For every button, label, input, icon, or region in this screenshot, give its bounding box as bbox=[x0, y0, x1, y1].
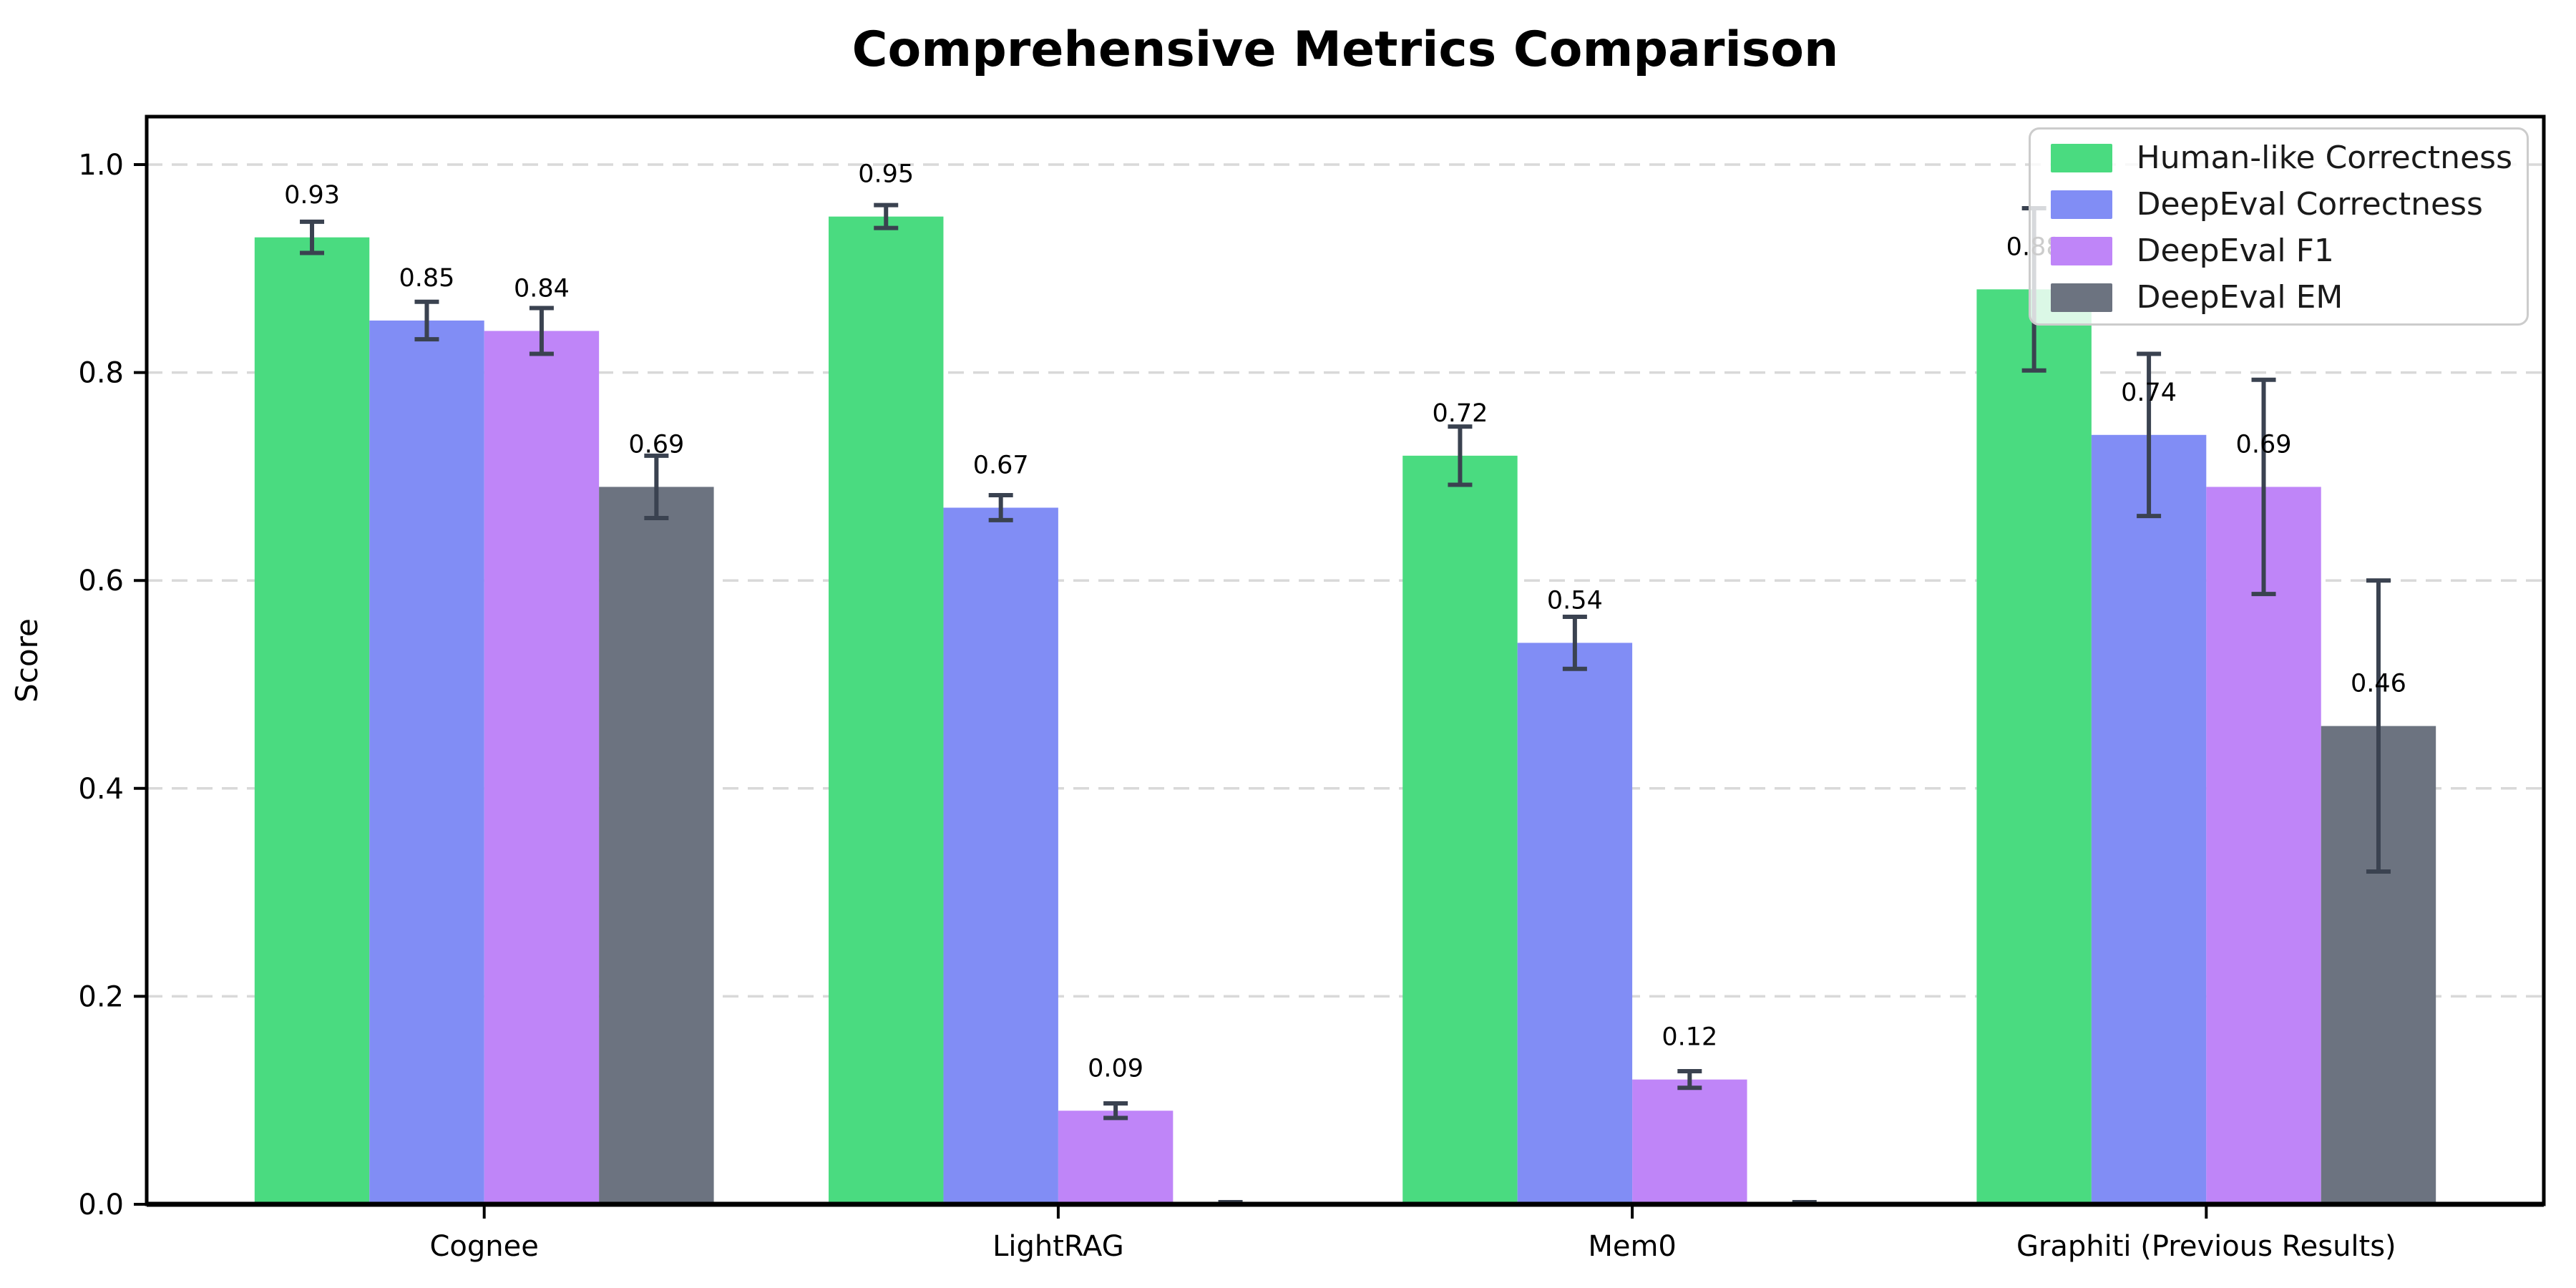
bar-human-like-correctness-graphiti-previous-results- bbox=[1976, 289, 2092, 1204]
y-tick-label: 0.6 bbox=[78, 565, 124, 597]
bar-value-label: 0.84 bbox=[514, 275, 570, 303]
bar-deepeval-f1-cognee bbox=[484, 331, 600, 1205]
legend: Human-like Correctness DeepEval Correctn… bbox=[2028, 127, 2529, 326]
bar-deepeval-f1-mem0 bbox=[1632, 1079, 1747, 1204]
bar-value-label: 0.69 bbox=[2236, 430, 2292, 459]
x-tick-label: LightRAG bbox=[992, 1230, 1124, 1263]
y-tick-label: 1.0 bbox=[78, 149, 124, 182]
legend-label: DeepEval Correctness bbox=[2136, 186, 2483, 223]
legend-item-deepeval-em: DeepEval EM bbox=[2050, 279, 2512, 316]
y-tick-label: 0.2 bbox=[78, 980, 124, 1013]
bar-human-like-correctness-mem0 bbox=[1402, 455, 1518, 1204]
legend-label: DeepEval F1 bbox=[2136, 233, 2334, 269]
bar-deepeval-correctness-mem0 bbox=[1517, 643, 1633, 1204]
y-tick-label: 0.0 bbox=[78, 1189, 124, 1221]
bar-deepeval-correctness-cognee bbox=[369, 320, 484, 1205]
bar-human-like-correctness-lightrag bbox=[829, 216, 944, 1204]
y-axis-label: Score bbox=[9, 618, 44, 703]
legend-swatch-deepeval-correctness bbox=[2050, 190, 2112, 219]
bar-deepeval-correctness-graphiti-previous-results- bbox=[2091, 434, 2207, 1204]
bar-value-label: 0.67 bbox=[973, 452, 1029, 480]
bar-value-label: 0.09 bbox=[1088, 1054, 1143, 1083]
bar-value-label: 0.72 bbox=[1432, 399, 1488, 428]
bar-deepeval-f1-lightrag bbox=[1058, 1111, 1174, 1204]
legend-item-deepeval-correctness: DeepEval Correctness bbox=[2050, 186, 2512, 223]
y-tick-label: 0.4 bbox=[78, 773, 124, 806]
x-tick-label: Mem0 bbox=[1588, 1230, 1677, 1263]
bar-value-label: 0.85 bbox=[399, 264, 455, 293]
y-tick-label: 0.8 bbox=[78, 357, 124, 390]
legend-label: Human-like Correctness bbox=[2136, 140, 2512, 176]
bar-value-label: 0.46 bbox=[2351, 670, 2406, 698]
bar-value-label: 0.12 bbox=[1662, 1023, 1717, 1052]
bar-deepeval-em-cognee bbox=[599, 487, 714, 1204]
bar-deepeval-f1-graphiti-previous-results- bbox=[2206, 487, 2321, 1204]
chart-title: Comprehensive Metrics Comparison bbox=[852, 21, 1839, 78]
bar-value-label: 0.54 bbox=[1547, 586, 1603, 615]
x-tick-label: Cognee bbox=[430, 1230, 539, 1263]
legend-swatch-deepeval-f1 bbox=[2050, 237, 2112, 265]
legend-item-deepeval-f1: DeepEval F1 bbox=[2050, 233, 2512, 269]
bar-deepeval-correctness-lightrag bbox=[943, 507, 1058, 1204]
bar-value-label: 0.93 bbox=[284, 181, 340, 210]
bar-value-label: 0.74 bbox=[2121, 379, 2177, 407]
legend-label: DeepEval EM bbox=[2136, 279, 2343, 316]
bar-human-like-correctness-cognee bbox=[254, 237, 370, 1205]
legend-item-human-like-correctness: Human-like Correctness bbox=[2050, 140, 2512, 176]
legend-swatch-human-like-correctness bbox=[2050, 144, 2112, 172]
bar-value-label: 0.69 bbox=[628, 430, 684, 459]
bar-value-label: 0.95 bbox=[858, 160, 914, 189]
x-tick-label: Graphiti (Previous Results) bbox=[2016, 1230, 2396, 1263]
legend-swatch-deepeval-em bbox=[2050, 283, 2112, 312]
